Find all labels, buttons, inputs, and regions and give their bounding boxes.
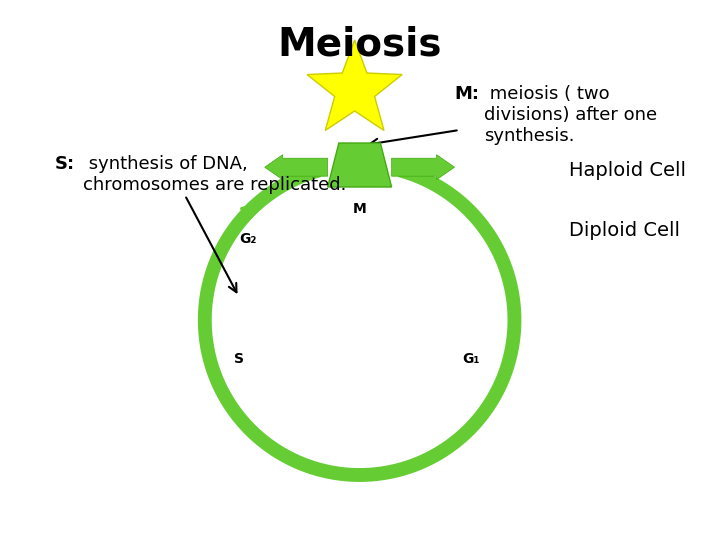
- Text: M:: M:: [454, 85, 480, 103]
- Polygon shape: [328, 143, 392, 187]
- Text: S: S: [234, 352, 244, 366]
- FancyArrow shape: [265, 154, 328, 180]
- Text: meiosis ( two
divisions) after one
synthesis.: meiosis ( two divisions) after one synth…: [485, 85, 657, 145]
- FancyArrow shape: [392, 154, 454, 180]
- Text: Haploid Cell: Haploid Cell: [570, 160, 686, 179]
- Text: Meiosis: Meiosis: [277, 25, 442, 63]
- Text: G₂: G₂: [240, 232, 257, 246]
- Polygon shape: [307, 40, 402, 131]
- Text: G₁: G₁: [462, 352, 480, 366]
- Text: M: M: [353, 202, 366, 216]
- Text: S:: S:: [55, 155, 75, 173]
- Text: synthesis of DNA,
chromosomes are replicated.: synthesis of DNA, chromosomes are replic…: [83, 155, 346, 194]
- Text: Diploid Cell: Diploid Cell: [570, 220, 680, 240]
